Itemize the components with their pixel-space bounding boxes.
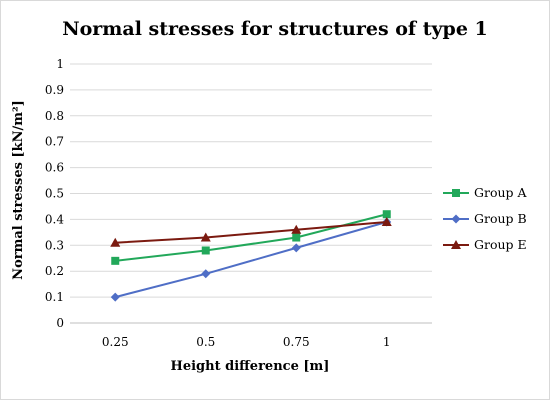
- legend: Group A Group B Group E: [443, 185, 528, 252]
- y-tick-label: 0.6: [45, 161, 64, 175]
- x-tick-label: 0.5: [196, 335, 215, 349]
- data-point: [291, 224, 302, 234]
- series-group-a: [111, 210, 391, 265]
- legend-marker: [451, 214, 461, 224]
- data-point: [110, 292, 120, 302]
- series-group-e: [110, 216, 392, 247]
- series-line: [115, 213, 387, 262]
- y-tick-label: 0.5: [45, 187, 64, 201]
- x-tick-label: 0.25: [102, 335, 129, 349]
- series-group-b: [110, 217, 392, 302]
- data-point: [291, 243, 301, 253]
- data-point: [200, 232, 211, 242]
- y-tick-label: 0.3: [45, 238, 64, 252]
- legend-label: Group A: [474, 185, 528, 200]
- data-point: [382, 210, 391, 219]
- y-tick-label: 0.4: [45, 212, 64, 226]
- gridlines: [70, 63, 432, 298]
- legend-marker: [452, 189, 460, 197]
- axes: 0 0.1 0.2 0.3 0.4 0.5 0.6 0.7 0.8 0.9 1 0.25 0.5 0.75…: [45, 57, 432, 349]
- legend-item: Group A: [443, 185, 528, 200]
- legend-item: Group B: [443, 211, 527, 226]
- data-point: [201, 246, 210, 255]
- y-axis-label: Normal stresses [kN/m²]: [11, 100, 26, 280]
- series-layer: [110, 210, 392, 302]
- data-point: [201, 269, 211, 279]
- data-point: [381, 216, 392, 226]
- x-tick-label: 1: [383, 335, 391, 349]
- legend-label: Group E: [474, 237, 527, 252]
- legend-marker: [451, 240, 461, 249]
- y-tick-label: 0.8: [45, 109, 64, 123]
- legend-item: Group E: [443, 237, 527, 252]
- x-axis-label: Height difference [m]: [171, 359, 330, 374]
- y-tick-label: 0.7: [45, 135, 64, 149]
- y-tick-label: 0: [56, 316, 64, 330]
- data-point: [110, 237, 121, 247]
- series-line: [115, 221, 388, 299]
- series-line: [115, 220, 387, 244]
- y-tick-label: 0.9: [45, 83, 64, 97]
- legend-label: Group B: [474, 211, 527, 226]
- y-tick-label: 0.2: [45, 264, 64, 278]
- chart-title: Normal stresses for structures of type 1: [62, 18, 488, 40]
- y-tick-label: 0.1: [45, 290, 64, 304]
- data-point: [292, 233, 301, 242]
- y-tick-label: 1: [56, 57, 64, 71]
- x-tick-label: 0.75: [283, 335, 310, 349]
- data-point: [111, 256, 120, 265]
